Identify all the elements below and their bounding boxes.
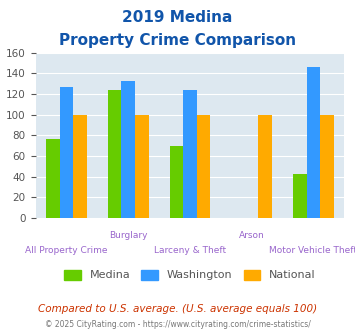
Text: Property Crime Comparison: Property Crime Comparison — [59, 33, 296, 48]
Text: Larceny & Theft: Larceny & Theft — [154, 246, 226, 255]
Text: All Property Crime: All Property Crime — [25, 246, 108, 255]
Text: Compared to U.S. average. (U.S. average equals 100): Compared to U.S. average. (U.S. average … — [38, 304, 317, 314]
Bar — [121, 81, 135, 218]
Text: Burglary: Burglary — [109, 231, 147, 240]
Text: © 2025 CityRating.com - https://www.cityrating.com/crime-statistics/: © 2025 CityRating.com - https://www.city… — [45, 320, 310, 329]
Bar — [46, 139, 60, 218]
Bar — [60, 87, 73, 218]
Text: Arson: Arson — [239, 231, 264, 240]
Bar — [258, 115, 272, 218]
Text: 2019 Medina: 2019 Medina — [122, 10, 233, 25]
Bar — [183, 90, 197, 218]
Bar — [293, 175, 307, 218]
Bar — [73, 115, 87, 218]
Bar — [320, 115, 334, 218]
Bar — [170, 146, 183, 218]
Bar — [108, 90, 121, 218]
Bar — [307, 67, 320, 218]
Bar — [197, 115, 210, 218]
Legend: Medina, Washington, National: Medina, Washington, National — [60, 265, 320, 285]
Text: Motor Vehicle Theft: Motor Vehicle Theft — [269, 246, 355, 255]
Bar — [135, 115, 148, 218]
